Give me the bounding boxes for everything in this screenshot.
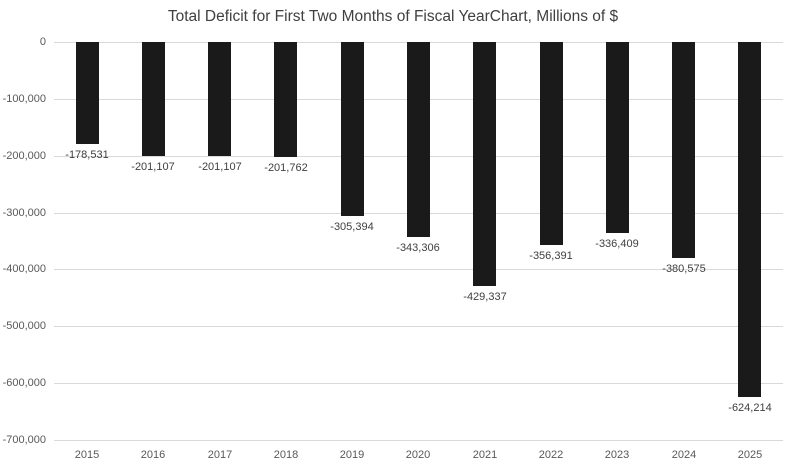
y-axis-tick-label: -100,000 [2,93,46,105]
bar-value-label: -429,337 [463,291,507,303]
x-axis-tick-label: 2025 [737,449,763,461]
x-axis-tick-label: 2024 [671,449,697,461]
gridline [54,269,783,270]
x-axis-tick-label: 2021 [472,449,498,461]
bar-2016 [142,42,165,156]
x-axis-tick-label: 2022 [538,449,564,461]
x-axis-tick-label: 2018 [273,449,299,461]
bar-2021 [473,42,496,286]
x-axis-tick-label: 2016 [140,449,166,461]
y-axis-tick-label: -200,000 [2,150,46,162]
bar-value-label: -201,107 [131,161,175,173]
y-axis-tick-label: 0 [39,36,46,48]
bar-2018 [274,42,297,157]
y-axis-tick-label: -300,000 [2,207,46,219]
chart-title: Total Deficit for First Two Months of Fi… [167,8,619,25]
gridline [54,440,783,441]
bar-2022 [540,42,563,245]
bar-value-label: -624,214 [728,402,772,414]
x-axis-tick-label: 2017 [207,449,233,461]
bar-value-label: -356,391 [529,250,573,262]
x-axis-tick-label: 2015 [74,449,100,461]
bar-2024 [672,42,695,258]
bar-2017 [208,42,231,156]
bar-2023 [606,42,629,233]
gridline [54,326,783,327]
bar-2015 [76,42,99,144]
x-axis-tick-label: 2020 [405,449,431,461]
bar-value-label: -343,306 [396,242,440,254]
bar-value-label: -380,575 [662,263,706,275]
x-axis-tick-label: 2019 [339,449,365,461]
y-axis-tick-label: -600,000 [2,377,46,389]
bar-value-label: -336,409 [595,238,639,250]
bar-value-label: -178,531 [65,149,109,161]
bar-value-label: -201,762 [264,162,308,174]
y-axis-tick-label: -500,000 [2,320,46,332]
gridline [54,383,783,384]
y-axis-tick-label: -700,000 [2,434,46,446]
x-axis-tick-label: 2023 [604,449,630,461]
y-axis-tick-label: -400,000 [2,263,46,275]
bar-2020 [407,42,430,237]
bar-value-label: -305,394 [330,221,374,233]
bar-value-label: -201,107 [198,161,242,173]
bar-2025 [738,42,761,397]
bar-2019 [341,42,364,216]
